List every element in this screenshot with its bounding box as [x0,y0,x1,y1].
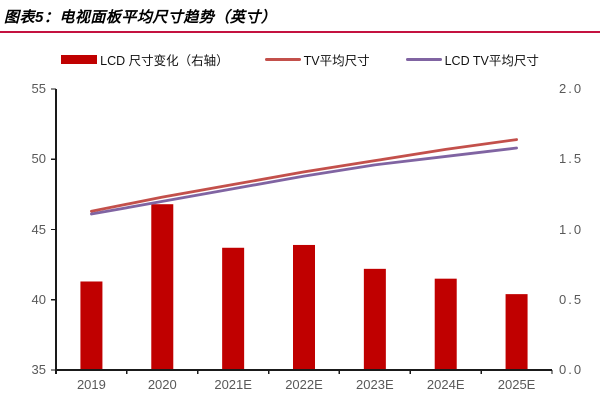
bar-2020 [151,204,174,370]
x-axis-label: 2019 [76,377,106,392]
y-left-tick-label: 55 [31,81,46,96]
bar-2025E [505,294,528,370]
y-right-tick-label: 1.0 [559,221,584,237]
legend-line-swatch [264,57,301,62]
page-title: 图表5：电视面板平均尺寸趋势（英寸） [4,9,277,26]
bar-2022E [293,244,315,370]
legend-item-0: LCD 尺寸变化（右轴） [61,50,229,69]
y-right-tick-label: 2.0 [559,81,584,96]
y-left-tick-label: 50 [31,151,46,167]
x-axis-label: 2020 [147,377,177,392]
bar-2021E [222,247,245,370]
legend-bar-swatch [61,55,98,64]
x-axis-label: 2025E [497,377,536,392]
y-right-tick-label: 0.0 [559,362,584,377]
x-axis-label: 2023E [356,377,394,392]
bar-2024E [434,278,457,370]
x-axis-label: 2024E [426,377,465,392]
legend-item-1: TV平均尺寸 [264,50,370,69]
y-right-tick-label: 0.5 [559,291,584,307]
chart-legend: LCD 尺寸变化（右轴） TV平均尺寸 LCD TV平均尺寸 [0,50,600,69]
y-left-tick-label: 45 [31,221,46,237]
title-accent-rule [0,31,600,33]
line-series-1 [90,146,518,216]
y-right-tick-label: 1.5 [559,151,584,167]
y-left-tick-label: 40 [31,291,46,307]
legend-line-swatch [405,57,442,62]
bar-2019 [80,281,103,370]
y-left-tick-label: 35 [31,362,46,377]
legend-label: LCD TV平均尺寸 [444,54,539,68]
legend-label: LCD 尺寸变化（右轴） [100,54,229,68]
legend-item-2: LCD TV平均尺寸 [405,50,539,69]
legend-label: TV平均尺寸 [303,54,370,68]
bar-2023E [363,268,386,370]
x-axis-label: 2022E [285,377,323,392]
x-axis-label: 2021E [214,377,252,392]
line-series-0 [90,138,518,213]
